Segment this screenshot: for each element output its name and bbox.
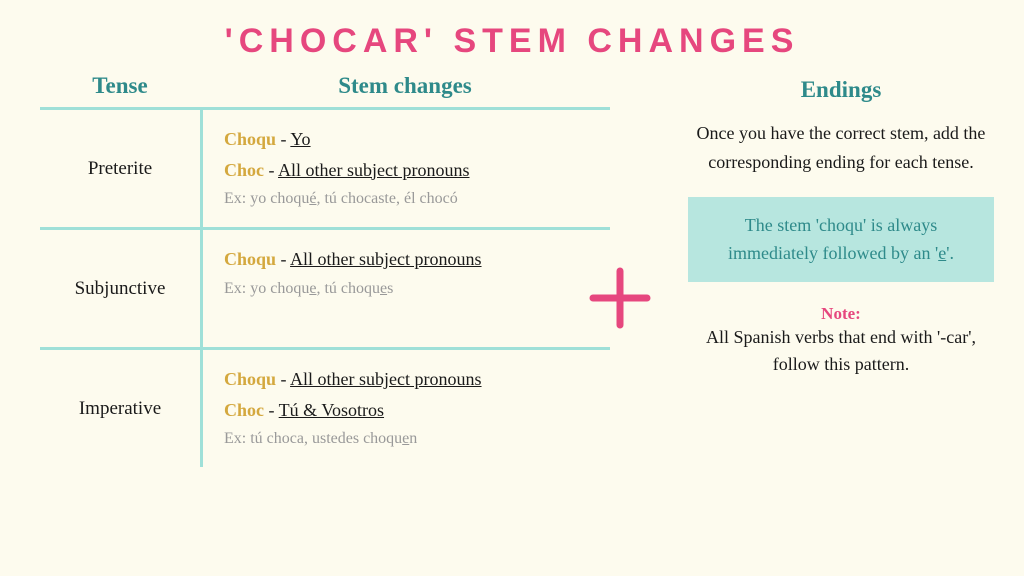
subject-text: All other subject pronouns	[278, 160, 469, 180]
stem-line: Choqu - Yo	[224, 124, 600, 155]
subject-text: All other subject pronouns	[290, 249, 481, 269]
right-panel: Endings Once you have the correct stem, …	[610, 73, 994, 467]
stem-text: Choqu	[224, 129, 276, 149]
callout-box: The stem 'choqu' is always immediately f…	[688, 197, 994, 283]
tense-label: Preterite	[40, 110, 200, 227]
dash: -	[276, 129, 290, 149]
table-row: Imperative Choqu - All other subject pro…	[40, 347, 610, 467]
left-panel: Tense Stem changes Preterite Choqu - Yo …	[40, 73, 610, 467]
subject-text: Yo	[290, 129, 310, 149]
stem-text: Choqu	[224, 369, 276, 389]
stem-text: Choc	[224, 400, 264, 420]
vertical-divider	[200, 107, 203, 467]
stem-cell: Choqu - All other subject pronouns Ex: y…	[200, 230, 610, 347]
stem-text: Choqu	[224, 249, 276, 269]
stem-cell: Choqu - All other subject pronouns Choc …	[200, 350, 610, 467]
stem-line: Choc - Tú & Vosotros	[224, 395, 600, 426]
tense-label: Subjunctive	[40, 230, 200, 347]
dash: -	[276, 249, 290, 269]
tense-label: Imperative	[40, 350, 200, 467]
header-tense: Tense	[40, 73, 200, 99]
table-row: Preterite Choqu - Yo Choc - All other su…	[40, 107, 610, 227]
table-headers: Tense Stem changes	[40, 73, 610, 107]
dash: -	[264, 160, 278, 180]
endings-body: Once you have the correct stem, add the …	[688, 119, 994, 177]
example-text: Ex: tú choca, ustedes choquen	[224, 425, 600, 452]
subject-text: All other subject pronouns	[290, 369, 481, 389]
stem-text: Choc	[224, 160, 264, 180]
table-row: Subjunctive Choqu - All other subject pr…	[40, 227, 610, 347]
subject-text: Tú & Vosotros	[279, 400, 384, 420]
dash: -	[276, 369, 290, 389]
main-layout: Tense Stem changes Preterite Choqu - Yo …	[0, 73, 1024, 467]
stem-cell: Choqu - Yo Choc - All other subject pron…	[200, 110, 610, 227]
example-text: Ex: yo choque, tú choques	[224, 275, 600, 302]
example-text: Ex: yo choqué, tú chocaste, él chocó	[224, 185, 600, 212]
note-body: All Spanish verbs that end with '-car', …	[688, 324, 994, 378]
endings-heading: Endings	[688, 77, 994, 103]
dash: -	[264, 400, 279, 420]
stem-table: Preterite Choqu - Yo Choc - All other su…	[40, 107, 610, 467]
header-stem: Stem changes	[200, 73, 610, 99]
note-label: Note:	[688, 304, 994, 324]
stem-line: Choc - All other subject pronouns	[224, 155, 600, 186]
stem-line: Choqu - All other subject pronouns	[224, 244, 600, 275]
page-title: 'CHOCAR' STEM CHANGES	[0, 0, 1024, 73]
stem-line: Choqu - All other subject pronouns	[224, 364, 600, 395]
